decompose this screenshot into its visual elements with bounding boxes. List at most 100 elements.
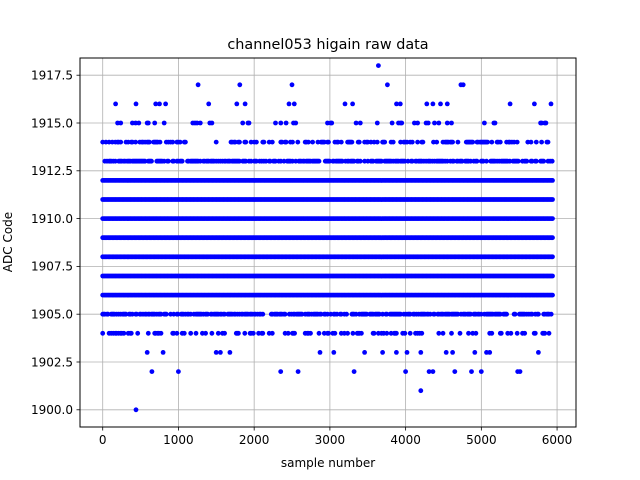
data-point [550, 292, 555, 298]
data-point [438, 101, 443, 107]
data-point [282, 311, 288, 317]
data-point [338, 139, 344, 145]
data-points [100, 63, 555, 413]
data-point [222, 330, 228, 336]
data-point [402, 330, 408, 336]
data-point [384, 330, 390, 336]
data-point [350, 330, 356, 336]
data-point [489, 139, 495, 145]
data-point [548, 311, 554, 317]
data-point [218, 350, 223, 355]
data-point [508, 330, 514, 336]
data-point [113, 101, 118, 107]
data-point [548, 101, 554, 107]
y-tick-label: 1907.5 [31, 260, 73, 274]
data-point [345, 330, 350, 336]
data-point [283, 120, 289, 126]
data-point [469, 369, 474, 374]
data-point [209, 120, 215, 126]
data-point [424, 101, 430, 107]
data-point [242, 101, 248, 107]
data-point [539, 139, 544, 145]
data-point [460, 82, 466, 88]
data-point [128, 330, 134, 336]
data-point [144, 350, 150, 355]
data-point [100, 330, 106, 336]
data-point [356, 139, 362, 145]
data-point [260, 330, 266, 336]
data-point [306, 139, 311, 145]
data-point [308, 330, 313, 336]
x-tick-label: 4000 [390, 433, 421, 447]
data-point [161, 120, 167, 126]
data-point [374, 139, 380, 145]
data-point [532, 330, 538, 336]
data-point [542, 330, 548, 336]
data-point [349, 139, 355, 145]
data-point [478, 369, 484, 374]
data-point [278, 369, 284, 374]
data-point [260, 311, 266, 317]
data-point [403, 369, 408, 374]
y-tick-label: 1900.0 [31, 403, 73, 417]
data-point [444, 101, 450, 107]
data-point [157, 101, 162, 107]
data-point [163, 311, 169, 317]
data-point [430, 369, 436, 374]
data-point [536, 350, 541, 355]
data-point [261, 139, 267, 145]
data-point [394, 350, 399, 355]
data-point [507, 101, 513, 107]
data-point [193, 330, 199, 336]
data-point [474, 158, 480, 164]
data-point [472, 350, 478, 355]
data-point [390, 139, 396, 145]
data-point [484, 158, 489, 164]
data-point [166, 158, 171, 164]
plot-frame [79, 57, 577, 428]
data-point [250, 330, 256, 336]
data-point [415, 120, 420, 126]
data-point [145, 120, 151, 126]
data-point [533, 158, 539, 164]
data-point [357, 158, 363, 164]
data-point [457, 330, 463, 336]
y-tick-label: 1917.5 [31, 69, 73, 83]
data-point [394, 330, 399, 336]
data-point [436, 330, 442, 336]
data-point [177, 139, 183, 145]
data-point [515, 158, 521, 164]
data-point [158, 330, 164, 336]
data-point [331, 350, 337, 355]
data-point [394, 101, 399, 107]
data-point [432, 120, 437, 126]
data-point [157, 139, 163, 145]
data-point [399, 120, 405, 126]
data-point [209, 330, 215, 336]
y-axis-label: ADC Code [1, 212, 15, 272]
data-point [489, 330, 495, 336]
data-point [254, 139, 259, 145]
data-point [550, 216, 555, 222]
data-point [449, 120, 454, 126]
data-point [420, 139, 426, 145]
x-tick-label: 2000 [239, 433, 270, 447]
data-point [550, 178, 555, 183]
data-point [485, 139, 490, 145]
data-point [517, 369, 523, 374]
data-point [310, 139, 315, 145]
data-point [240, 120, 246, 126]
data-point [236, 330, 241, 336]
data-point [206, 101, 212, 107]
data-point [409, 139, 415, 145]
data-point [329, 120, 335, 126]
data-point [295, 139, 301, 145]
data-point [514, 139, 520, 145]
data-point [371, 330, 377, 336]
data-point [269, 330, 275, 336]
data-point [136, 120, 142, 126]
data-point [234, 101, 240, 107]
data-point [497, 139, 503, 145]
data-point [466, 330, 471, 336]
x-tick-label: 6000 [542, 433, 573, 447]
